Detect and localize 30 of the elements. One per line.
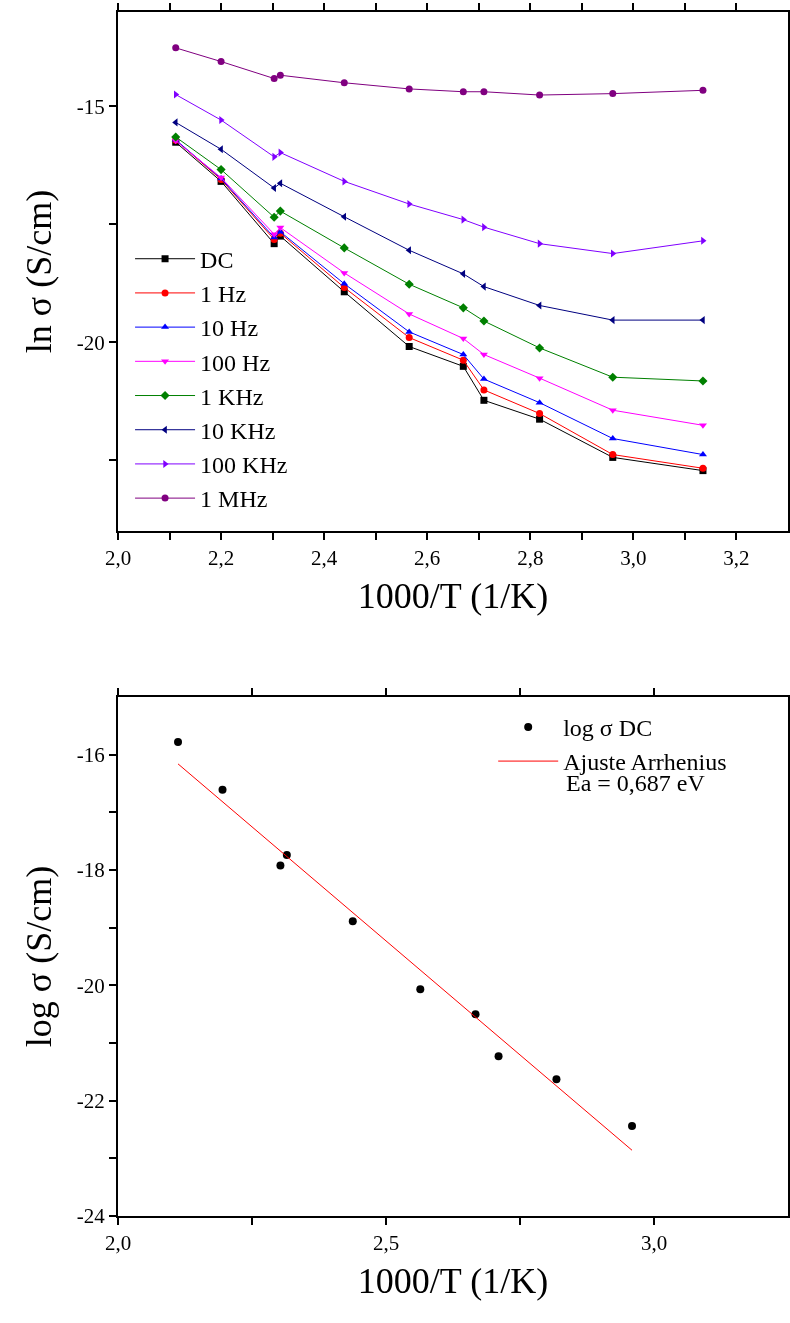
x-tick-label: 3,0 [620, 546, 647, 571]
legend-label: 1 Hz [200, 281, 247, 308]
y-tick-label: -15 [76, 94, 105, 119]
x-tick-label: 3,2 [723, 546, 750, 571]
y-axis-title: log σ (S/cm) [19, 865, 60, 1048]
x-tick-label: 2,6 [414, 546, 441, 571]
y-tick-label: -20 [76, 330, 105, 355]
x-tick-label: 3,0 [640, 1231, 668, 1256]
y-tick-label: -20 [76, 973, 105, 998]
legend-label: 1 KHz [200, 383, 264, 410]
legend-label: 100 KHz [200, 452, 288, 479]
legend-label: DC [200, 247, 234, 274]
legend-label: 10 Hz [200, 315, 259, 342]
x-tick-label: 2,0 [104, 1231, 132, 1256]
x-axis-title: 1000/T (1/K) [357, 576, 549, 617]
x-tick-label: 2,4 [311, 546, 338, 571]
legend-label: 1 MHz [200, 486, 268, 513]
x-tick-label: 2,5 [372, 1231, 400, 1256]
legend-label: 10 KHz [200, 418, 276, 445]
x-axis-title: 1000/T (1/K) [357, 1261, 549, 1302]
legend-label: log σ DC [563, 715, 653, 742]
legend-label: 100 Hz [200, 349, 271, 376]
y-tick-label: -22 [76, 1089, 105, 1114]
y-axis-title: ln σ (S/cm) [19, 189, 60, 354]
y-tick-label: -24 [76, 1204, 106, 1229]
x-tick-label: 2,8 [517, 546, 544, 571]
x-tick-label: 2,2 [207, 546, 235, 571]
x-tick-label: 2,0 [104, 546, 132, 571]
y-tick-label: -16 [76, 743, 105, 768]
y-tick-label: -18 [76, 858, 105, 883]
